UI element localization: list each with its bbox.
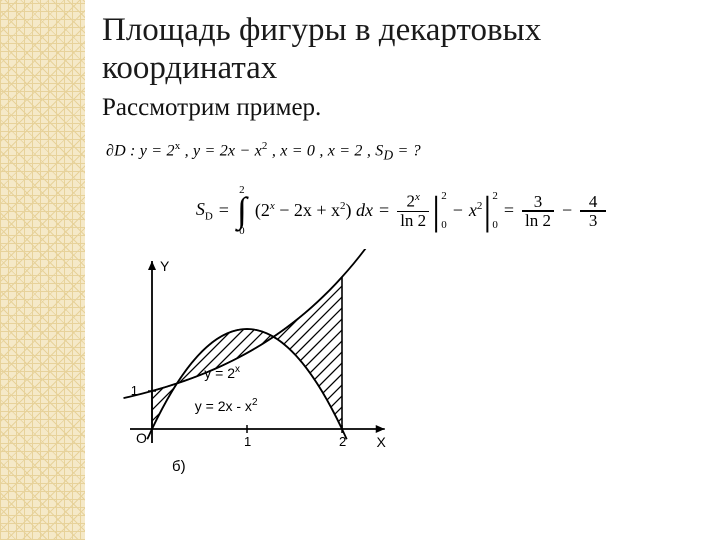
problem-tail: = ?: [397, 142, 420, 159]
problem-prefix: ∂D :: [106, 142, 136, 159]
minus2: −: [562, 200, 572, 221]
svg-text:2: 2: [339, 434, 346, 449]
problem-curve2: , y = 2x − x: [185, 142, 262, 159]
page-title: Площадь фигуры в декартовых координатах: [102, 12, 702, 88]
problem-statement: ∂D : y = 2x , y = 2x − x2 , x = 0 , x = …: [106, 140, 702, 164]
decorative-left-strip: [0, 0, 85, 540]
problem-curve1: y = 2: [140, 142, 175, 159]
problem-rest-sub: D: [383, 147, 393, 162]
integrand: (2x − 2x + x2) dx: [255, 200, 373, 221]
slide-content: Площадь фигуры в декартовых координатах …: [102, 12, 702, 484]
svg-text:1: 1: [244, 434, 251, 449]
svg-text:X: X: [377, 434, 387, 450]
problem-curve2-exp: 2: [262, 140, 268, 152]
eval-term-1: 2x ln 2 | 20: [395, 191, 447, 231]
result-frac-1: 3 ln 2: [522, 193, 554, 230]
subtitle: Рассмотрим пример.: [102, 94, 702, 122]
eq2: =: [379, 200, 389, 221]
problem-curve1-exp: x: [175, 140, 181, 152]
sd-label: SD: [196, 199, 213, 223]
formula-row: SD = 2 ∫ 0 (2x − 2x + x2) dx = 2x ln 2 |…: [102, 185, 702, 236]
svg-text:Y: Y: [160, 258, 170, 274]
minus1: −: [453, 200, 463, 221]
svg-text:y = 2x - x2: y = 2x - x2: [195, 397, 258, 414]
result-frac-2: 4 3: [580, 193, 606, 230]
eval-term-2: x2 | 20: [469, 191, 498, 231]
svg-text:y = 2x: y = 2x: [204, 363, 240, 380]
eq3: =: [504, 200, 514, 221]
problem-rest: , x = 0 , x = 2 , S: [272, 142, 384, 159]
graph-svg: Y X O 1 1 2 y = 2x y = 2x - x2 б): [92, 249, 392, 484]
eq1: =: [219, 200, 229, 221]
svg-text:O: O: [136, 430, 147, 446]
graph-figure: Y X O 1 1 2 y = 2x y = 2x - x2 б): [92, 249, 702, 484]
svg-text:1: 1: [131, 383, 138, 398]
integral-sign: 2 ∫ 0: [237, 185, 247, 236]
area-formula: SD = 2 ∫ 0 (2x − 2x + x2) dx = 2x ln 2 |…: [196, 185, 608, 236]
svg-text:б): б): [172, 458, 186, 475]
